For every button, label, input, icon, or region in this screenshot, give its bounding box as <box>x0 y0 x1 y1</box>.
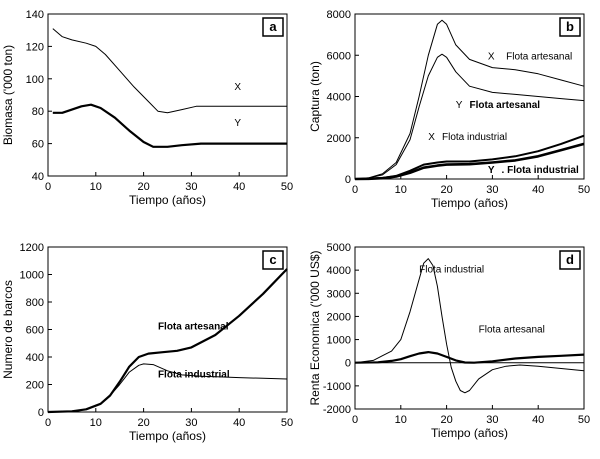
x-tick-label: 0 <box>45 417 51 429</box>
annotation-label: Flota artesanal <box>158 322 229 333</box>
series-line-2 <box>52 103 287 148</box>
y-tick-label: 60 <box>32 139 44 151</box>
x-tick-label: 40 <box>532 184 544 196</box>
panel-label: b <box>566 19 574 34</box>
x-tick-label: 10 <box>395 184 407 196</box>
x-tick-label: 20 <box>440 184 452 196</box>
panel-label: a <box>269 19 277 34</box>
x-tick-label: 40 <box>532 414 544 426</box>
x-axis-label: Tiempo (años) <box>431 196 508 210</box>
x-tick-label: 20 <box>440 414 452 426</box>
x-tick-label: 0 <box>352 184 358 196</box>
x-tick-label: 0 <box>45 181 51 193</box>
y-tick-label: 2000 <box>327 133 351 145</box>
plot-frame <box>47 13 288 177</box>
y-tick-label: 600 <box>26 325 44 337</box>
y-tick-label: -1000 <box>323 381 351 393</box>
chart-panel-c: 0 10 20 30 40 50 0 200 400 600 800 1000 1200 Tiempo (… <box>1 242 293 443</box>
y-tick-label: 1000 <box>20 270 44 282</box>
y-tick-label: 0 <box>38 407 44 419</box>
y-tick-label: 40 <box>32 171 44 183</box>
annotation-label: Flota industrial <box>419 264 484 275</box>
annotation-label: Y <box>456 100 463 111</box>
plot-frame <box>354 246 585 410</box>
y-tick-label: 80 <box>32 106 44 118</box>
y-axis-label: Biomasa ('000 ton) <box>1 45 15 145</box>
chart-panel-b: 0 10 20 30 40 50 0 2000 4000 6000 8000 Tiempo (años… <box>308 9 590 210</box>
x-axis-label: Tiempo (años) <box>431 426 508 440</box>
x-tick-label: 30 <box>486 414 498 426</box>
series-line-1 <box>354 258 585 394</box>
panel-label-box <box>559 250 581 270</box>
x-axis-label: Tiempo (años) <box>129 429 206 443</box>
annotation-label: Flota industrial <box>442 132 507 143</box>
series-line-2 <box>47 363 288 413</box>
series-line-1 <box>354 19 585 180</box>
panel-label-box <box>262 17 284 37</box>
y-tick-label: 0 <box>345 174 351 186</box>
y-tick-label: 1200 <box>20 242 44 254</box>
x-tick-label: 10 <box>90 181 102 193</box>
series-line-4 <box>354 142 585 181</box>
y-tick-label: -2000 <box>323 404 351 416</box>
y-tick-label: 120 <box>26 41 44 53</box>
annotation-label: X <box>488 51 495 62</box>
y-tick-label: 200 <box>26 380 44 392</box>
y-axis-label: Renta Economica ('000 US$) <box>308 250 322 405</box>
y-tick-label: 5000 <box>327 242 351 254</box>
annotation-label: Flota artesanal <box>479 325 545 336</box>
series-line-2 <box>354 53 585 180</box>
y-tick-label: 1000 <box>327 335 351 347</box>
y-tick-label: 3000 <box>327 288 351 300</box>
x-tick-label: 10 <box>90 417 102 429</box>
panel-label-box <box>559 17 581 37</box>
series-line-1 <box>47 268 288 414</box>
annotation-label: Flota artesanal <box>470 100 541 111</box>
annotation-label: . Flota industrial <box>502 165 579 176</box>
x-tick-label: 10 <box>395 414 407 426</box>
y-tick-label: 800 <box>26 297 44 309</box>
x-tick-label: 30 <box>486 184 498 196</box>
annotation-label: Y <box>488 165 495 176</box>
panel-label: c <box>269 252 276 267</box>
x-tick-label: 0 <box>352 414 358 426</box>
y-axis-label: Numero de barcos <box>1 280 15 379</box>
y-tick-label: 2000 <box>327 311 351 323</box>
panel-label: d <box>566 252 574 267</box>
y-tick-label: 0 <box>345 358 351 370</box>
annotation-label: Y <box>234 118 241 129</box>
y-tick-label: 140 <box>26 9 44 21</box>
x-tick-label: 40 <box>233 417 245 429</box>
y-tick-label: 400 <box>26 352 44 364</box>
x-axis-label: Tiempo (años) <box>129 193 206 207</box>
x-tick-label: 50 <box>281 417 293 429</box>
x-tick-label: 20 <box>137 417 149 429</box>
x-tick-label: 40 <box>233 181 245 193</box>
x-tick-label: 30 <box>185 417 197 429</box>
y-tick-label: 4000 <box>327 265 351 277</box>
chart-panel-d: 0 10 20 30 40 50 -2000 -1000 0 1000 2000 3000 4000 50… <box>308 242 590 440</box>
annotation-label: X <box>428 132 435 143</box>
y-tick-label: 4000 <box>327 92 351 104</box>
annotation-label: Flota industrial <box>158 370 230 381</box>
y-axis-label: Captura (ton) <box>308 61 322 132</box>
annotation-label: X <box>234 82 241 93</box>
chart-panel-a: 0 10 20 30 40 50 40 60 80 100 120 140 Tiempo (años) B… <box>1 9 293 207</box>
x-tick-label: 30 <box>185 181 197 193</box>
x-tick-label: 20 <box>137 181 149 193</box>
x-tick-label: 50 <box>578 184 590 196</box>
y-tick-label: 100 <box>26 74 44 86</box>
x-tick-label: 50 <box>281 181 293 193</box>
x-tick-label: 50 <box>578 414 590 426</box>
annotation-label: Flota artesanal <box>506 51 572 62</box>
panel-label-box <box>262 250 284 270</box>
series-line-2 <box>354 351 585 364</box>
series-line-1 <box>52 28 287 114</box>
y-tick-label: 8000 <box>327 9 351 21</box>
y-tick-label: 6000 <box>327 50 351 62</box>
